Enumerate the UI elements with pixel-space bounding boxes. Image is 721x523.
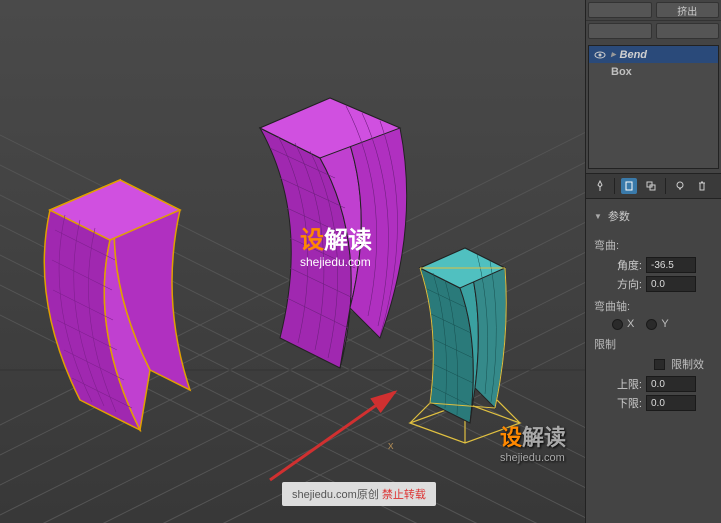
top-btn-extrude[interactable]: 挤出 <box>656 2 720 18</box>
show-end-result-icon[interactable] <box>621 178 637 194</box>
spinner-upper[interactable]: 0.0 <box>646 376 696 392</box>
label-angle: 角度: <box>594 257 642 273</box>
panel-top-buttons: 挤出 <box>586 0 721 21</box>
object-bent-box-gizmo[interactable] <box>395 228 535 448</box>
label-upper: 上限: <box>594 376 642 392</box>
object-bent-box-1[interactable] <box>20 150 200 440</box>
expand-icon[interactable]: ▸ <box>611 49 616 60</box>
viewport-3d[interactable]: x 设解读 shejiedu.com 设解读 shejiedu.com shej… <box>0 0 585 523</box>
spinner-lower[interactable]: 0.0 <box>646 395 696 411</box>
spinner-angle[interactable]: -36.5 <box>646 257 696 273</box>
modifier-panel: 挤出 ▸ Bend Box ▼ 参数 弯曲: 角度: <box>585 0 721 523</box>
spinner-direction[interactable]: 0.0 <box>646 276 696 292</box>
label-lower: 下限: <box>594 395 642 411</box>
modifier-toolbar <box>586 173 721 199</box>
rollout-parameters: ▼ 参数 弯曲: 角度: -36.5 方向: 0.0 弯曲轴: X Y 限制 限… <box>586 205 721 422</box>
bulb-icon[interactable] <box>672 178 688 194</box>
modifier-stack[interactable]: ▸ Bend Box <box>588 45 719 169</box>
top-btn-4[interactable] <box>656 23 720 39</box>
rollout-title: 参数 <box>608 208 630 224</box>
top-btn-1[interactable] <box>588 2 652 18</box>
collapse-icon: ▼ <box>594 212 602 221</box>
make-unique-icon[interactable] <box>643 178 659 194</box>
pin-icon[interactable] <box>592 178 608 194</box>
radio-axis-y[interactable]: Y <box>646 318 668 330</box>
modifier-label: Bend <box>620 49 648 61</box>
group-limit: 限制 <box>594 336 713 352</box>
visibility-icon-spacer <box>593 65 607 79</box>
radio-axis-x[interactable]: X <box>612 318 634 330</box>
modifier-row-bend[interactable]: ▸ Bend <box>589 46 718 63</box>
rollout-header[interactable]: ▼ 参数 <box>586 205 721 227</box>
modifier-label: Box <box>611 66 632 78</box>
panel-top-buttons-2 <box>586 21 721 41</box>
label-limit-effect: 限制效 <box>671 356 704 372</box>
group-axis: 弯曲轴: <box>594 298 713 314</box>
modifier-row-box[interactable]: Box <box>589 63 718 80</box>
visibility-icon[interactable] <box>593 48 607 62</box>
axis-x-label: x <box>388 440 394 452</box>
label-direction: 方向: <box>594 276 642 292</box>
top-btn-3[interactable] <box>588 23 652 39</box>
trash-icon[interactable] <box>694 178 710 194</box>
group-bend: 弯曲: <box>594 237 713 253</box>
watermark-bottom-tag: shejiedu.com原创 禁止转载 <box>282 482 436 506</box>
checkbox-limit-effect[interactable] <box>654 359 665 370</box>
